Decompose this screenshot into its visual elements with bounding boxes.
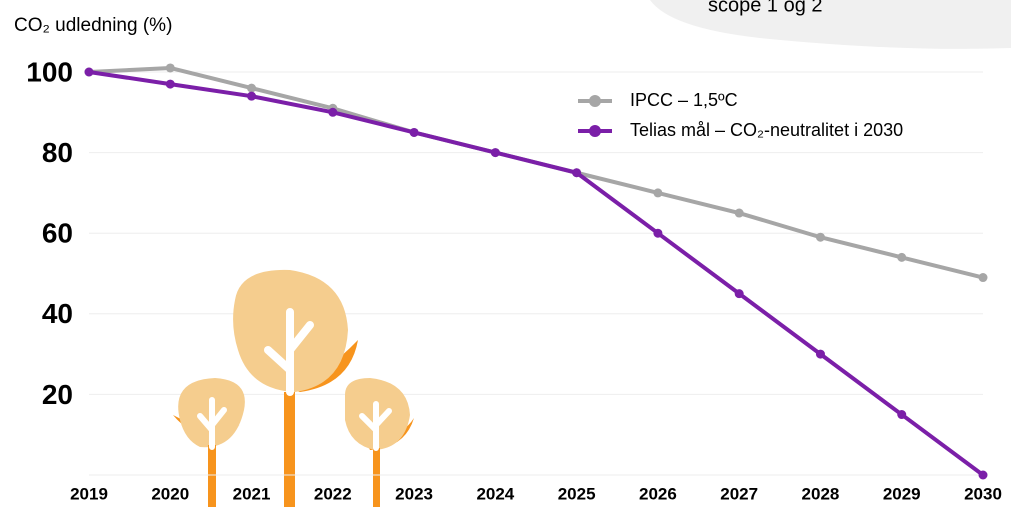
annotation: scope 1 og 2 (708, 0, 823, 16)
x-tick-label: 2029 (883, 484, 921, 503)
series-marker (490, 148, 500, 158)
series-marker (409, 127, 419, 137)
y-axis-label: CO₂ udledning (%) (14, 15, 172, 36)
x-tick-label: 2023 (395, 484, 433, 503)
series-marker (653, 228, 663, 238)
series-marker (247, 83, 257, 93)
legend-label: Telias mål – CO₂-neutralitet i 2030 (630, 120, 903, 140)
trees (173, 269, 414, 507)
legend-marker (589, 125, 601, 137)
x-tick-label: 2021 (233, 484, 271, 503)
y-tick-label: 40 (42, 298, 73, 329)
series-marker (653, 188, 663, 198)
y-tick-label: 60 (42, 218, 73, 249)
series-marker (897, 410, 907, 420)
series-line (88, 65, 984, 280)
x-tick-label: 2030 (964, 484, 1002, 503)
series-marker (897, 252, 907, 262)
series-marker (247, 91, 257, 101)
series-marker (815, 349, 825, 359)
series-marker (165, 79, 175, 89)
x-tick-label: 2027 (720, 484, 758, 503)
series-marker (84, 67, 94, 77)
y-tick-label: 20 (42, 379, 73, 410)
series-marker (734, 208, 744, 218)
x-tick-label: 2024 (476, 484, 514, 503)
x-tick-label: 2028 (802, 484, 840, 503)
x-tick-label: 2020 (151, 484, 189, 503)
series-marker (572, 168, 582, 178)
series-marker (734, 289, 744, 299)
legend-label: IPCC – 1,5ºC (630, 90, 738, 110)
series-line (88, 70, 985, 477)
series-marker (815, 232, 825, 242)
y-tick-label: 80 (42, 137, 73, 168)
series-marker (978, 470, 988, 480)
y-tick-label: 100 (26, 56, 73, 87)
x-tick-label: 2019 (70, 484, 108, 503)
legend-marker (589, 95, 601, 107)
x-tick-label: 2022 (314, 484, 352, 503)
series-marker (978, 273, 988, 283)
series-marker (328, 107, 338, 117)
series-marker (165, 63, 175, 73)
x-tick-label: 2026 (639, 484, 677, 503)
annotation-bubble (650, 0, 1011, 49)
x-tick-label: 2025 (558, 484, 596, 503)
